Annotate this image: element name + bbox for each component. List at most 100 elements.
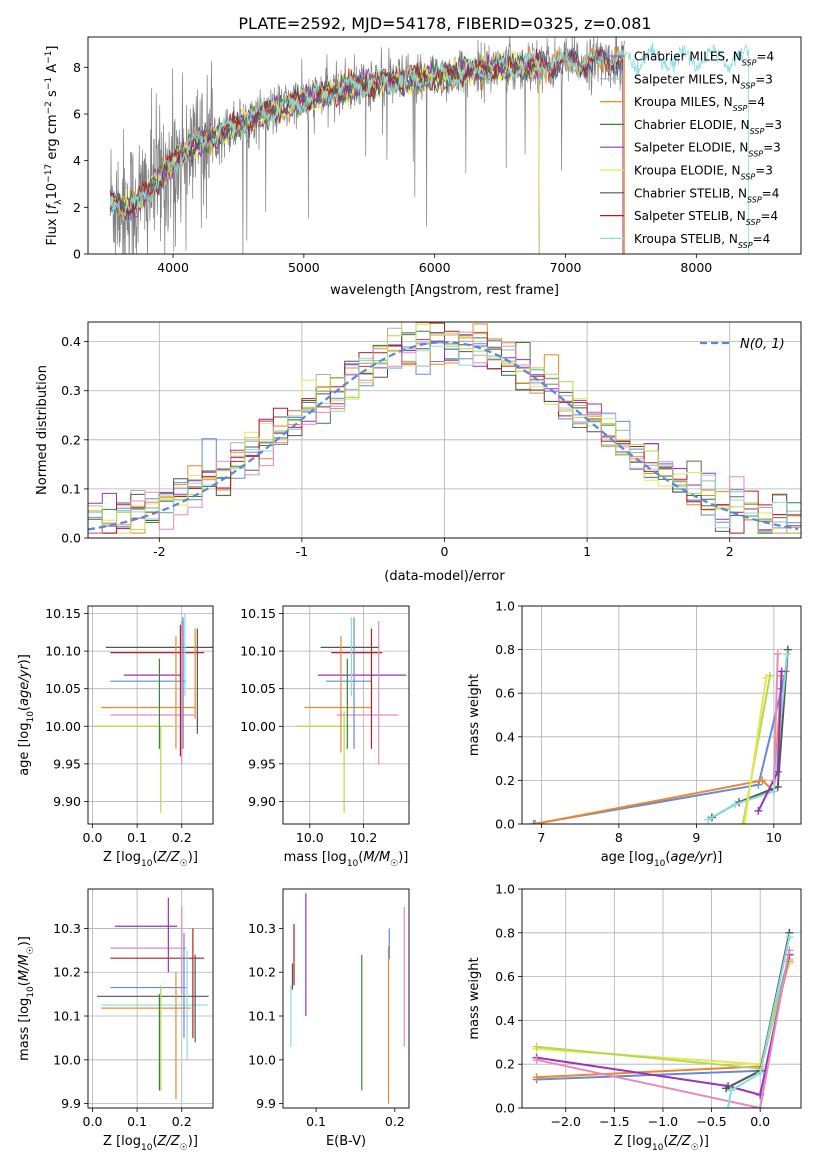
panel-mass_vs_Z: 0.0 0.1 0.2 9.9 10.0 10.1 10.2 10.3 Z [log10(Z/Z…	[17, 888, 214, 1153]
legend-entry: Kroupa MILES, NSSP=4	[634, 95, 765, 113]
y-tick-label: 6	[73, 107, 81, 122]
plot-content	[96, 897, 209, 1100]
x-tick-label: 0.0	[83, 830, 103, 845]
ticks: 7 8 9 10 0.0 0.2 0.4 0.6 0.8 1.0	[495, 599, 782, 846]
y-tick-label: 9.90	[53, 794, 81, 809]
plot-content	[290, 893, 405, 1104]
y-tick-label: 10.05	[240, 681, 276, 696]
series-marker	[769, 776, 778, 785]
y-tick-label: 1.0	[495, 599, 515, 614]
legend-entry: Chabrier ELODIE, NSSP=3	[634, 118, 782, 136]
y-tick-label: 9.9	[256, 1096, 276, 1111]
y-axis-label: mass [log10(M/M☉)]	[17, 936, 36, 1061]
plot-area	[88, 889, 213, 1108]
series-line	[727, 936, 791, 1108]
series-marker	[762, 673, 771, 682]
x-tick-label: 10.0	[296, 830, 324, 845]
x-axis-label: E(B-V)	[326, 1134, 366, 1149]
y-tick-label: 0.4	[61, 334, 81, 349]
histogram-6	[88, 332, 801, 534]
x-tick-label: 7000	[550, 260, 582, 275]
x-tick-label: 0.1	[306, 1114, 326, 1129]
y-axis-label: Flux [fλ10−17 erg cm−2 s−1 A−1]	[44, 46, 64, 246]
x-tick-label: 0.1	[127, 830, 147, 845]
x-axis-label: age [log10(age/yr)]	[601, 850, 723, 869]
x-tick-label: 2	[726, 544, 734, 559]
y-tick-label: 0.2	[61, 432, 81, 447]
x-tick-label: 0.2	[172, 1114, 192, 1129]
y-tick-label: 0.0	[495, 1101, 515, 1116]
x-tick-label: −2.0	[551, 1114, 581, 1129]
y-tick-label: 0.2	[495, 1057, 515, 1072]
series-marker	[756, 1068, 765, 1077]
y-tick-label: 0.8	[495, 642, 515, 657]
y-tick-label: 10.2	[248, 965, 276, 980]
series-marker	[704, 815, 712, 824]
series-marker	[777, 667, 786, 676]
plot-content	[88, 322, 801, 534]
plot-content	[92, 613, 213, 813]
y-axis-label: age [log10(age/yr)]	[17, 654, 36, 776]
legend-entry: Salpeter MILES, NSSP=3	[634, 72, 773, 90]
plot-area	[522, 606, 801, 824]
legend: N(0, 1)	[700, 337, 785, 352]
x-tick-label: −0.5	[696, 1114, 726, 1129]
y-tick-label: 0.4	[495, 729, 515, 744]
grid	[88, 889, 213, 1108]
plot-content	[109, 37, 750, 254]
y-tick-label: 1.0	[495, 882, 515, 897]
y-tick-label: 9.90	[248, 794, 276, 809]
x-tick-label: 0.2	[172, 830, 192, 845]
plot-area	[283, 889, 409, 1108]
x-axis-label: Z [log10(Z/Z☉)]	[103, 850, 198, 869]
x-tick-label: -1	[296, 544, 308, 559]
x-axis-label: Z [log10(Z/Z☉)]	[614, 1134, 709, 1153]
legend-entry: Salpeter STELIB, NSSP=4	[634, 209, 778, 227]
axes-frame	[521, 888, 802, 1109]
y-axis-label: mass weight	[467, 957, 482, 1039]
model-line-8	[109, 42, 750, 254]
y-tick-label: 0.3	[61, 383, 81, 398]
y-tick-label: 9.95	[53, 756, 81, 771]
x-axis-label: wavelength [Angstrom, rest frame]	[330, 283, 559, 298]
x-tick-label: 7	[537, 830, 545, 845]
figure-title: PLATE=2592, MJD=54178, FIBERID=0325, z=0…	[238, 14, 651, 33]
y-tick-label: 0.6	[495, 686, 515, 701]
x-tick-label: 10	[766, 830, 782, 845]
axes-frame	[87, 321, 802, 539]
x-tick-label: 0.0	[83, 1114, 103, 1129]
x-tick-label: 0.1	[127, 1114, 147, 1129]
x-tick-label: 8	[615, 830, 623, 845]
ticks: 0.0 0.1 0.2 9.90 9.95 10.00 10.05 10.10 10.15	[45, 606, 191, 845]
axes-frame	[282, 605, 410, 825]
series-marker	[724, 1104, 733, 1108]
plot-content	[296, 617, 407, 813]
panel-mass_vs_EBV: 0.1 0.2 9.9 10.0 10.1 10.2 10.3 E(B-V)	[248, 888, 410, 1149]
x-tick-label: -2	[153, 544, 165, 559]
legend-entry: Kroupa STELIB, NSSP=4	[634, 232, 770, 250]
y-axis-label: Normed distribution	[35, 365, 50, 495]
series-marker	[727, 1086, 736, 1095]
y-tick-label: 10.05	[45, 681, 81, 696]
x-tick-label: 4000	[157, 260, 189, 275]
ticks: 0.1 0.2 9.9 10.0 10.1 10.2 10.3	[248, 921, 405, 1129]
plot-content	[532, 928, 794, 1108]
series-marker	[785, 933, 794, 942]
y-tick-label: 0.2	[495, 773, 515, 788]
axes-frame	[282, 888, 410, 1109]
y-tick-label: 2	[73, 200, 81, 215]
y-tick-label: 10.00	[240, 719, 276, 734]
y-tick-label: 10.1	[53, 1009, 81, 1024]
series-line	[772, 653, 779, 781]
y-tick-label: 10.3	[53, 921, 81, 936]
legend: Chabrier MILES, NSSP=4 Salpeter MILES, NS…	[600, 50, 782, 250]
y-tick-label: 0.4	[495, 1013, 515, 1028]
y-tick-label: 0.0	[495, 817, 515, 832]
series-marker	[731, 800, 740, 809]
panel-massweight_vs_age: 7 8 9 10 0.0 0.2 0.4 0.6 0.8 1.0 age [log10(age/yr…	[467, 599, 802, 869]
y-tick-label: 10.15	[240, 606, 276, 621]
axes-frame	[87, 605, 214, 825]
y-axis-label: mass weight	[467, 674, 482, 756]
x-tick-label: −1.5	[599, 1114, 629, 1129]
x-tick-label: 10.2	[350, 830, 378, 845]
